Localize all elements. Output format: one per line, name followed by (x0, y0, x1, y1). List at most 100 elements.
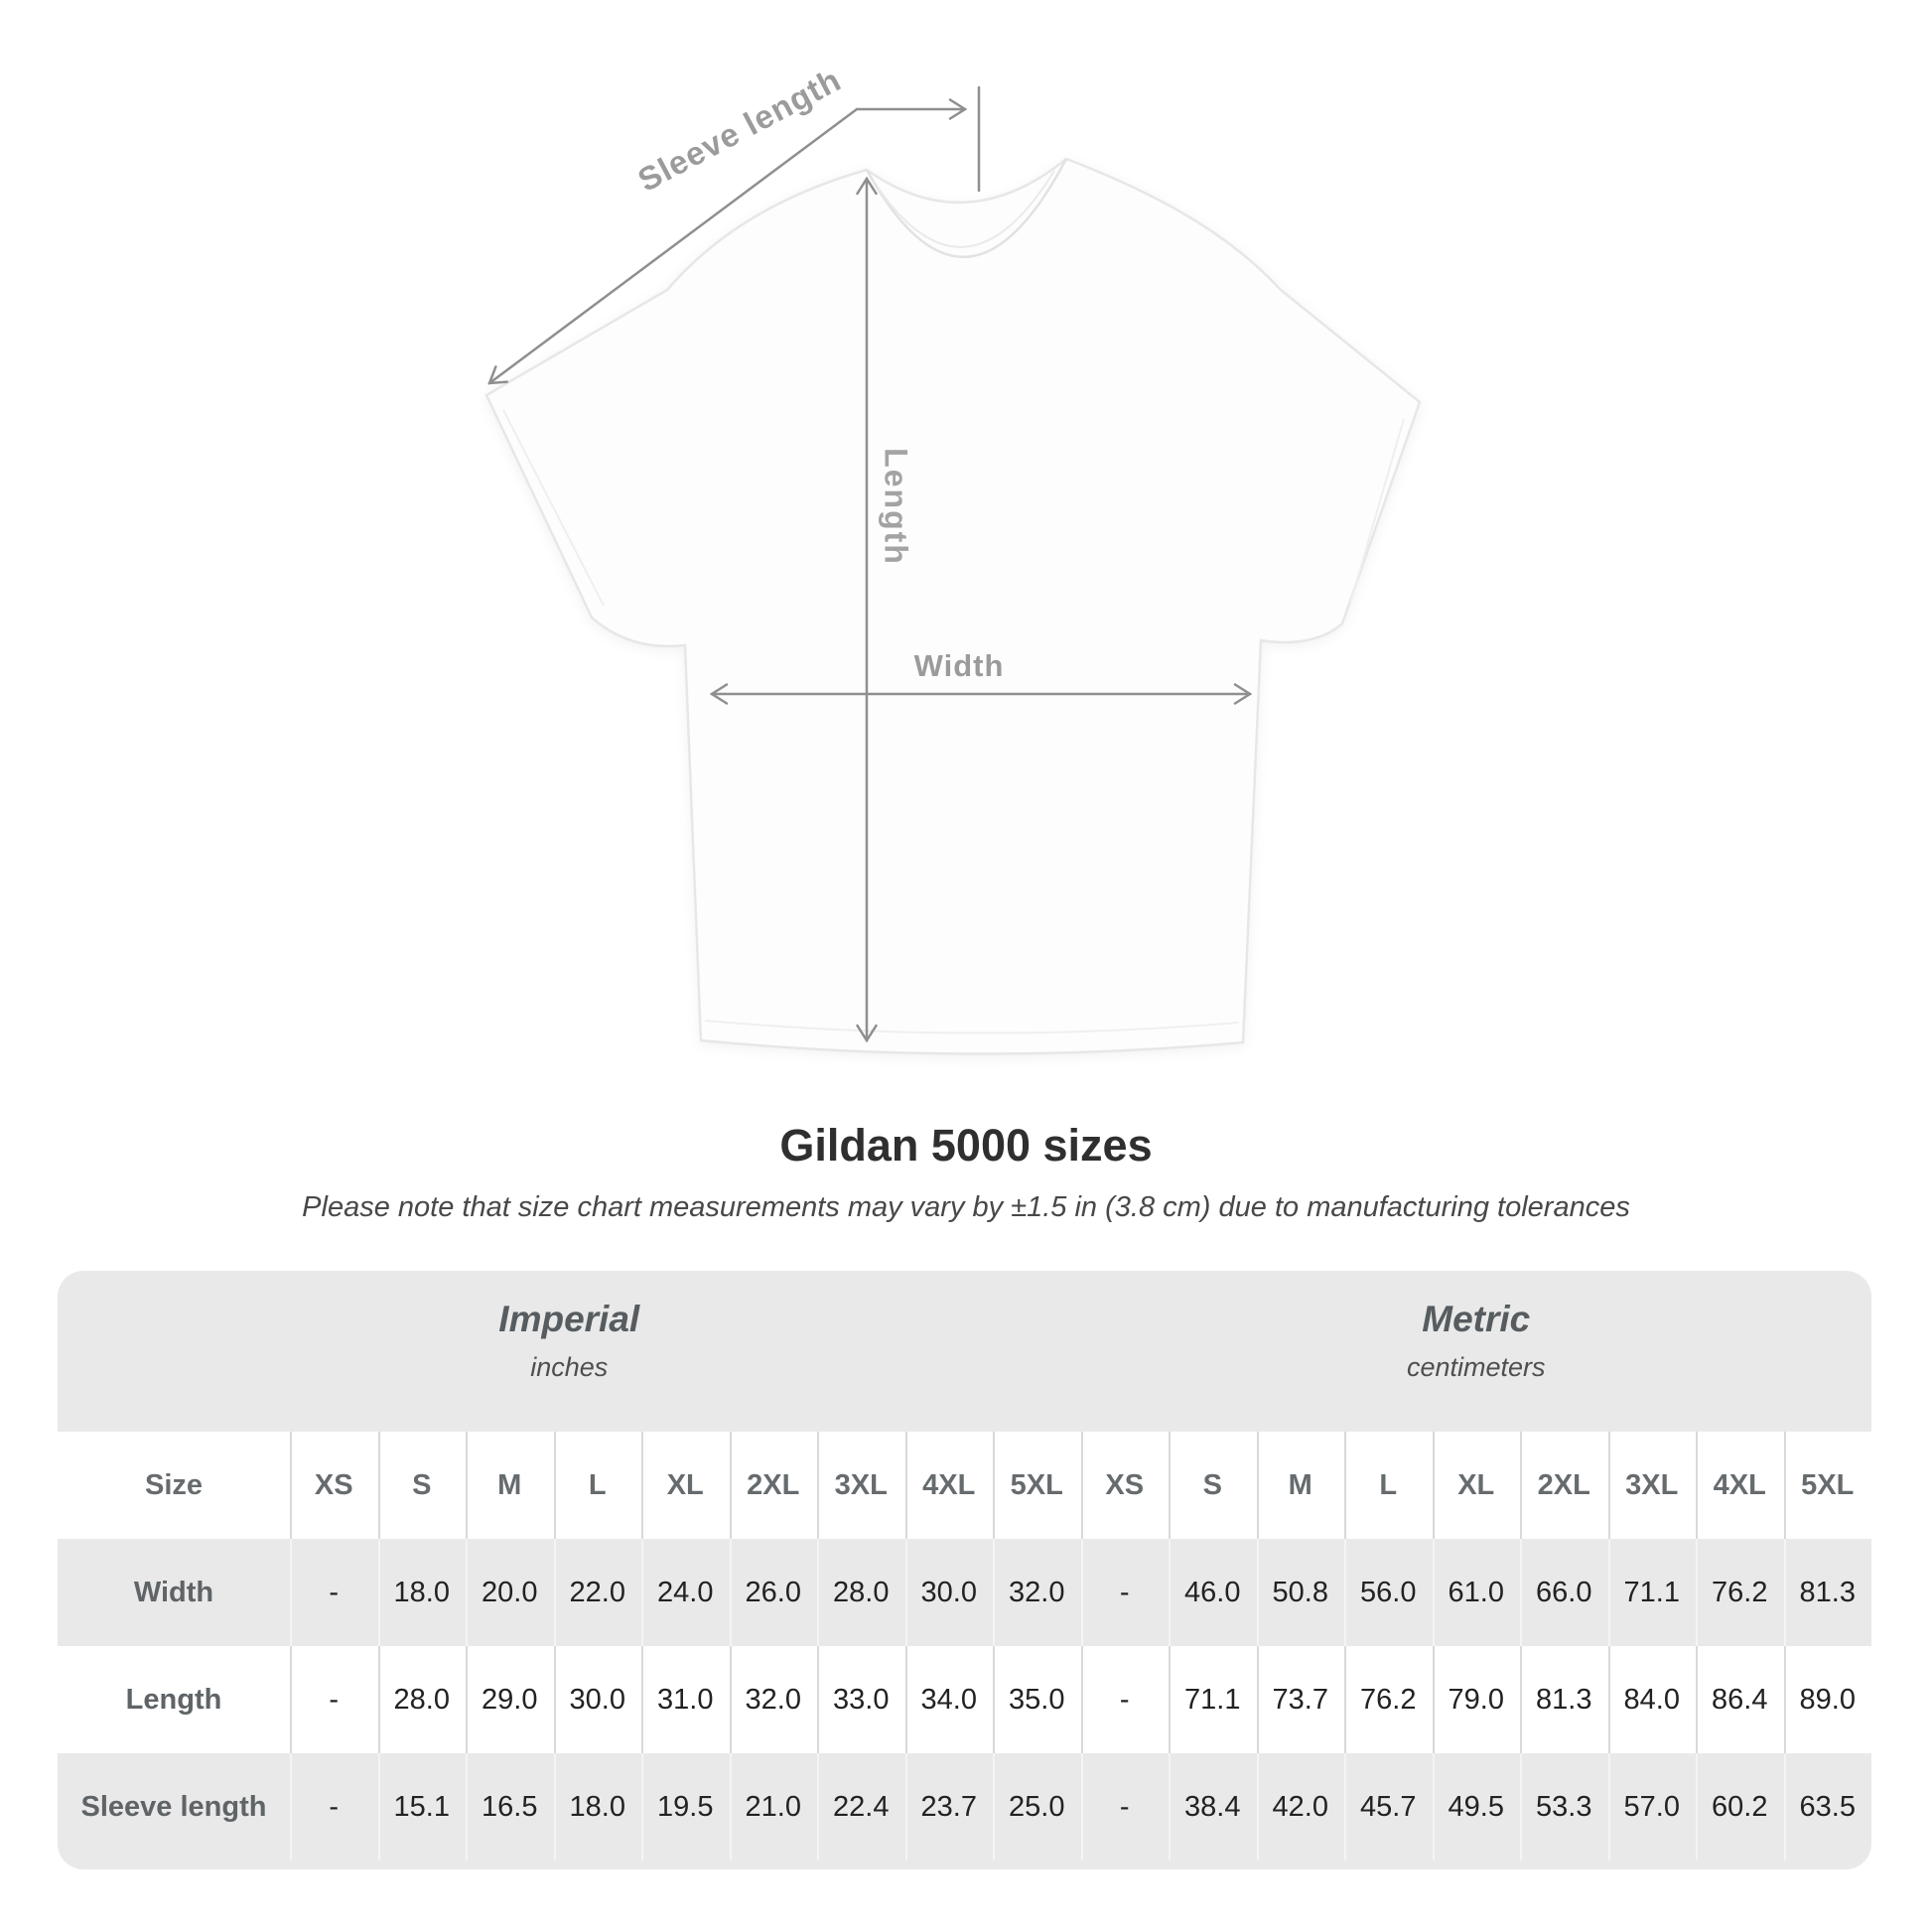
collar-inner-seam (878, 170, 1055, 248)
sleeve-imperial-xl: 19.5 (641, 1753, 730, 1861)
sleeve-imperial-5xl: 25.0 (993, 1753, 1081, 1861)
length-metric-xs: - (1081, 1646, 1170, 1753)
tshirt-measurement-diagram: Sleeve length Length Width (484, 61, 1422, 1055)
size-header-metric-3xl: 3XL (1608, 1432, 1697, 1539)
row-label-sleeve-length: Sleeve length (80, 1790, 267, 1823)
sleeve-imperial-xs: - (290, 1753, 378, 1861)
tolerance-note: Please note that size chart measurements… (302, 1191, 1630, 1223)
length-metric-4xl: 86.4 (1696, 1646, 1784, 1753)
sleeve-length-arrow (489, 107, 859, 383)
sleeve-metric-m: 42.0 (1257, 1753, 1345, 1861)
length-imperial-l: 30.0 (554, 1646, 642, 1753)
unit-system-header: Imperial inches Metric centimeters (58, 1271, 1871, 1432)
imperial-unit-label: inches (530, 1352, 609, 1382)
sleeve-imperial-2xl: 21.0 (730, 1753, 818, 1861)
width-imperial-xs: - (290, 1539, 378, 1646)
length-metric-xl: 79.0 (1433, 1646, 1521, 1753)
sleeve-metric-xs: - (1081, 1753, 1170, 1861)
width-imperial-2xl: 26.0 (730, 1539, 818, 1646)
title-block: Gildan 5000 sizes Please note that size … (0, 1120, 1932, 1224)
table-row-sleeve-length: Sleeve length - 15.1 16.5 18.0 19.5 21.0… (58, 1753, 1871, 1861)
width-metric-s: 46.0 (1169, 1539, 1257, 1646)
size-header-metric-s: S (1169, 1432, 1257, 1539)
size-header-metric-l: L (1344, 1432, 1433, 1539)
width-metric-3xl: 71.1 (1608, 1539, 1697, 1646)
length-imperial-5xl: 35.0 (993, 1646, 1081, 1753)
collar-outer-seam (865, 158, 1068, 259)
width-metric-xs: - (1081, 1539, 1170, 1646)
size-table: Imperial inches Metric centimeters Size … (58, 1271, 1871, 1869)
metric-section-header: Metric centimeters (1081, 1271, 1872, 1432)
metric-unit-label: centimeters (1406, 1352, 1546, 1382)
sleeve-metric-5xl: 63.5 (1784, 1753, 1872, 1861)
size-header-metric-m: M (1257, 1432, 1345, 1539)
length-imperial-m: 29.0 (466, 1646, 554, 1753)
length-imperial-3xl: 33.0 (817, 1646, 905, 1753)
sleeve-metric-xl: 49.5 (1433, 1753, 1521, 1861)
size-header-imperial-s: S (378, 1432, 467, 1539)
length-metric-3xl: 84.0 (1608, 1646, 1697, 1753)
length-label: Length (878, 448, 914, 566)
sleeve-metric-2xl: 53.3 (1520, 1753, 1608, 1861)
width-label: Width (913, 648, 1005, 683)
size-header-imperial-xs: XS (290, 1432, 378, 1539)
size-header-imperial-4xl: 4XL (905, 1432, 994, 1539)
width-metric-4xl: 76.2 (1696, 1539, 1784, 1646)
length-metric-l: 76.2 (1344, 1646, 1433, 1753)
bottom-hem-stitch (704, 1020, 1240, 1035)
length-imperial-xl: 31.0 (641, 1646, 730, 1753)
size-header-imperial-3xl: 3XL (817, 1432, 905, 1539)
size-header-metric-xl: XL (1433, 1432, 1521, 1539)
size-header-imperial-5xl: 5XL (993, 1432, 1081, 1539)
width-metric-m: 50.8 (1257, 1539, 1345, 1646)
length-imperial-2xl: 32.0 (730, 1646, 818, 1753)
size-column-header: Size (144, 1468, 204, 1501)
sleeve-imperial-s: 15.1 (378, 1753, 467, 1861)
length-metric-s: 71.1 (1169, 1646, 1257, 1753)
width-imperial-s: 18.0 (378, 1539, 467, 1646)
width-imperial-l: 22.0 (554, 1539, 642, 1646)
width-imperial-m: 20.0 (466, 1539, 554, 1646)
sleeve-metric-4xl: 60.2 (1696, 1753, 1784, 1861)
size-header-imperial-2xl: 2XL (730, 1432, 818, 1539)
sleeve-imperial-4xl: 23.7 (905, 1753, 994, 1861)
size-header-metric-4xl: 4XL (1696, 1432, 1784, 1539)
length-imperial-xs: - (290, 1646, 378, 1753)
size-header-metric-xs: XS (1081, 1432, 1170, 1539)
row-label-length: Length (125, 1683, 222, 1716)
tshirt-silhouette (484, 157, 1422, 1055)
table-header-row: Size XS S M L XL 2XL 3XL 4XL 5XL XS S M … (58, 1432, 1871, 1539)
width-metric-5xl: 81.3 (1784, 1539, 1872, 1646)
width-imperial-xl: 24.0 (641, 1539, 730, 1646)
tshirt-diagram-canvas (484, 85, 1422, 1055)
right-sleeve-hem-stitch (1349, 418, 1405, 605)
width-imperial-4xl: 30.0 (905, 1539, 994, 1646)
length-metric-2xl: 81.3 (1520, 1646, 1608, 1753)
sleeve-metric-l: 45.7 (1344, 1753, 1433, 1861)
sleeve-metric-3xl: 57.0 (1608, 1753, 1697, 1861)
left-sleeve-hem-stitch (502, 409, 605, 607)
length-metric-5xl: 89.0 (1784, 1646, 1872, 1753)
sleeve-imperial-3xl: 22.4 (817, 1753, 905, 1861)
metric-label: Metric (1422, 1299, 1531, 1339)
length-metric-m: 73.7 (1257, 1646, 1345, 1753)
size-header-metric-5xl: 5XL (1784, 1432, 1872, 1539)
page-title: Gildan 5000 sizes (779, 1120, 1153, 1171)
size-header-metric-2xl: 2XL (1520, 1432, 1608, 1539)
imperial-section-header: Imperial inches (58, 1271, 1081, 1432)
length-imperial-4xl: 34.0 (905, 1646, 994, 1753)
table-row-length: Length - 28.0 29.0 30.0 31.0 32.0 33.0 3… (58, 1646, 1871, 1753)
size-header-imperial-xl: XL (641, 1432, 730, 1539)
width-imperial-5xl: 32.0 (993, 1539, 1081, 1646)
table-row-width: Width - 18.0 20.0 22.0 24.0 26.0 28.0 30… (58, 1539, 1871, 1646)
size-header-imperial-m: M (466, 1432, 554, 1539)
sleeve-imperial-m: 16.5 (466, 1753, 554, 1861)
width-imperial-3xl: 28.0 (817, 1539, 905, 1646)
width-metric-l: 56.0 (1344, 1539, 1433, 1646)
width-metric-xl: 61.0 (1433, 1539, 1521, 1646)
size-header-imperial-l: L (554, 1432, 642, 1539)
length-imperial-s: 28.0 (378, 1646, 467, 1753)
sleeve-metric-s: 38.4 (1169, 1753, 1257, 1861)
sleeve-imperial-l: 18.0 (554, 1753, 642, 1861)
